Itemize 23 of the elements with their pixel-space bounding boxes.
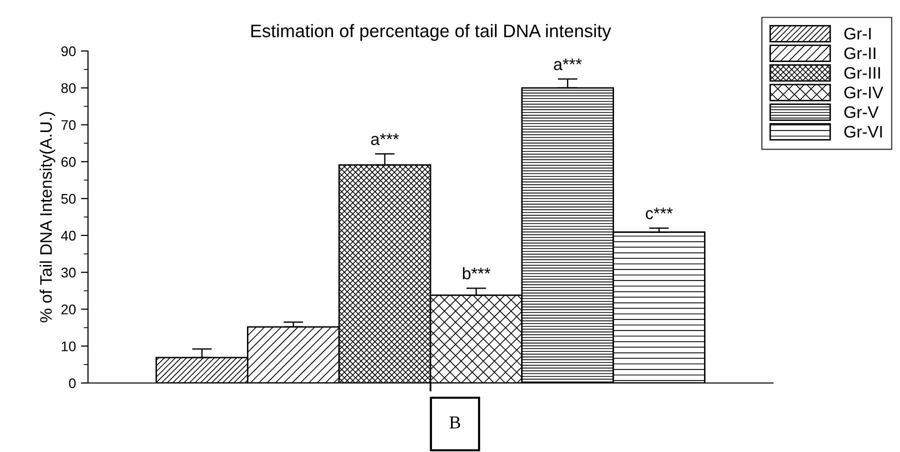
y-tick-label: 20 (61, 304, 76, 314)
y-tick-label: 10 (62, 341, 76, 352)
legend-label: Gr-IV (844, 86, 884, 98)
chart-title: Estimation of percentage of tail DNA intensity (251, 24, 612, 41)
y-tick-label: 70 (61, 120, 76, 130)
legend-label: Gr-V (844, 106, 879, 118)
y-tick-label: 0 (69, 378, 76, 388)
data-label: c*** (646, 208, 673, 220)
y-tick-label: 60 (61, 157, 76, 167)
legend-label: Gr-VI (844, 126, 882, 138)
y-tick-label: 30 (61, 268, 76, 278)
data-label: b*** (462, 267, 490, 280)
legend-label: Gr-I (844, 28, 871, 40)
y-tick-label: 80 (61, 83, 76, 94)
legend-label: Gr-II (844, 47, 876, 60)
y-axis-title: % of Tail DNA Intensity(A.U.) (40, 112, 56, 322)
data-label: a*** (371, 133, 399, 146)
legend-label: Gr-III (844, 66, 880, 79)
y-tick-label: 40 (61, 230, 76, 241)
text: B (449, 416, 460, 428)
y-tick-label: 90 (61, 46, 76, 56)
data-label: a*** (554, 58, 582, 70)
y-tick-label: 50 (61, 194, 76, 204)
